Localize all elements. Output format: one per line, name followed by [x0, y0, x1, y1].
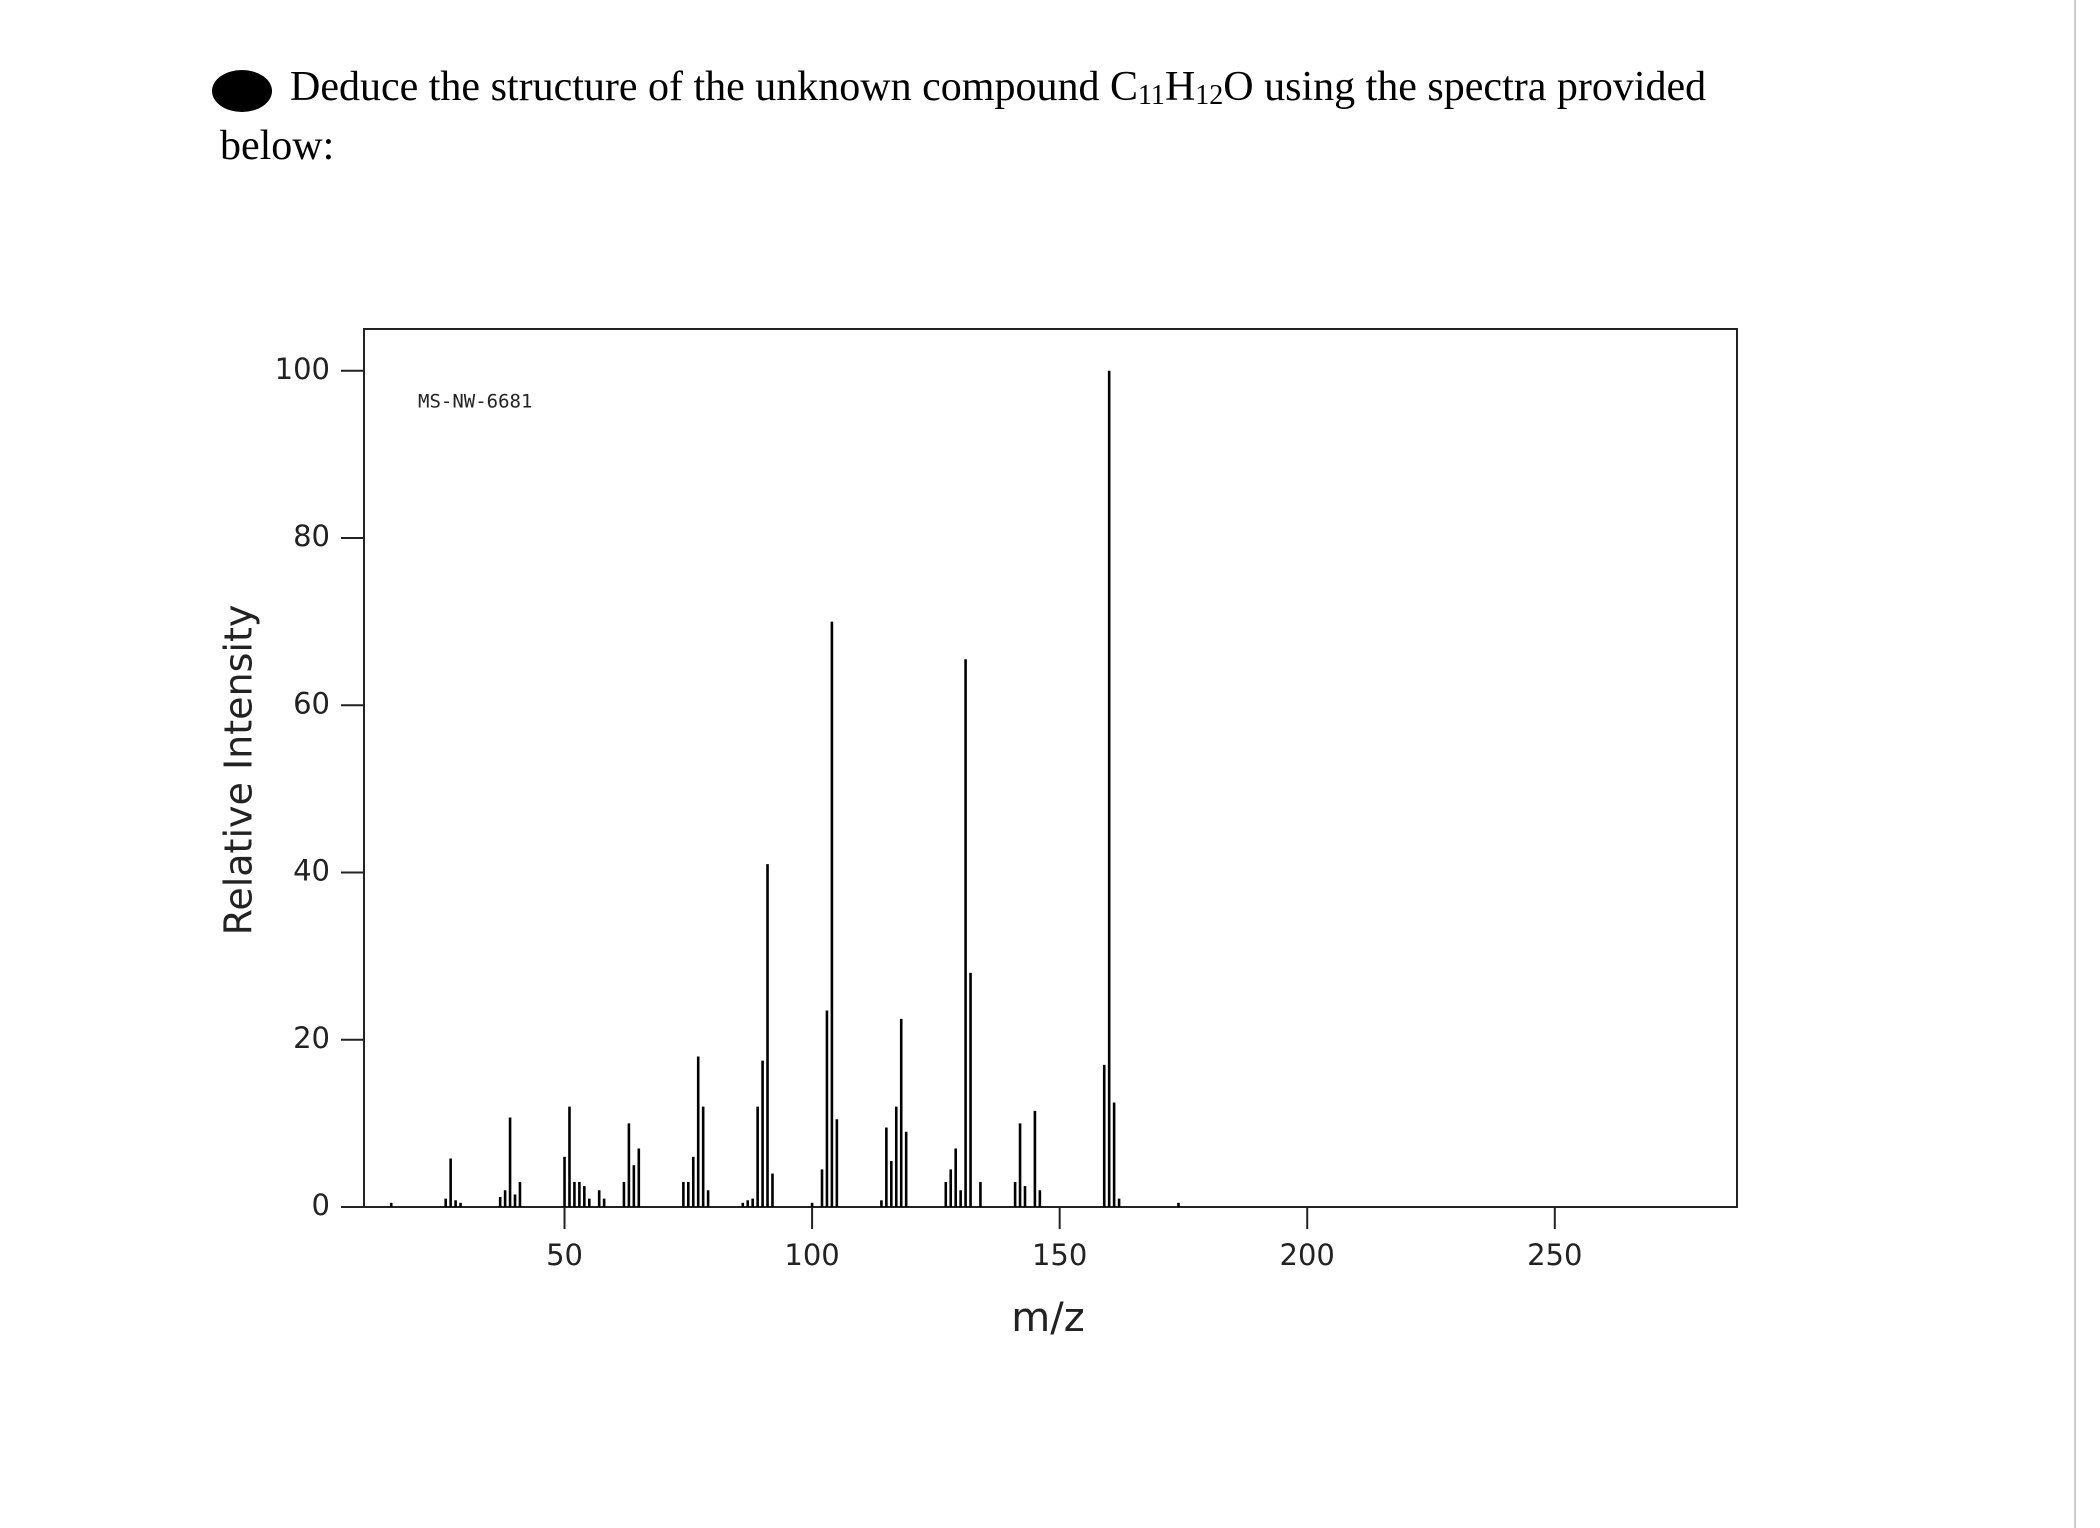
x-tick-label: 150: [1032, 1238, 1087, 1272]
subscript: 12: [1195, 80, 1224, 111]
x-axis-label: m/z: [1011, 1295, 1084, 1341]
y-axis-label: Relative Intensity: [217, 605, 261, 936]
x-tick-label: 50: [546, 1238, 583, 1272]
y-tick-label: 80: [293, 519, 330, 553]
x-tick-label: 250: [1527, 1238, 1582, 1272]
question-text: H: [1164, 64, 1196, 110]
y-tick-label: 0: [312, 1188, 330, 1222]
y-tick-label: 20: [293, 1021, 330, 1055]
bullet: [212, 70, 272, 112]
y-tick-label: 40: [293, 854, 330, 888]
y-tick-label: 100: [275, 352, 330, 386]
annotation: MS-NW-6681: [418, 391, 532, 413]
plot-frame: [363, 328, 1738, 1208]
x-tick-label: 200: [1280, 1238, 1335, 1272]
question-text: Deduce the structure of the unknown comp…: [290, 64, 1138, 110]
y-tick-label: 60: [293, 686, 330, 720]
subscript: 11: [1137, 80, 1165, 111]
x-tick-label: 100: [784, 1238, 839, 1272]
question: Deduce the structure of the unknown comp…: [220, 62, 1760, 171]
question-text: O using the spectra provided below:: [220, 64, 1707, 169]
